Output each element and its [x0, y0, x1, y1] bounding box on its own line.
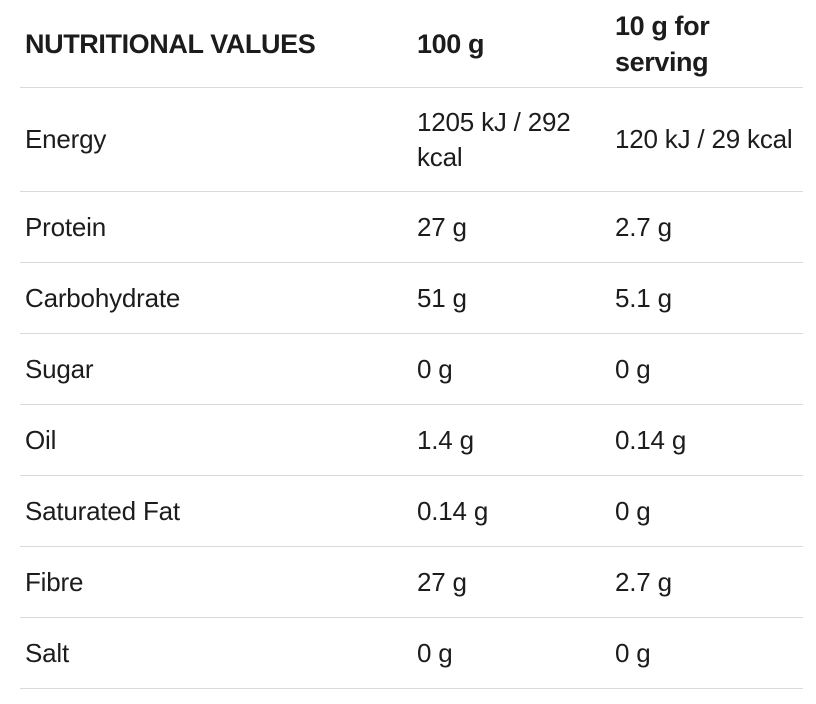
value-per-100g: 51 g	[417, 282, 467, 313]
header-per-serving: 10 g for serving	[615, 8, 803, 80]
nutrition-table: NUTRITIONAL VALUES 100 g 10 g for servin…	[20, 0, 803, 689]
value-per-serving: 5.1 g	[615, 282, 672, 313]
value-per-100g: 0 g	[417, 353, 453, 384]
table-row: Carbohydrate 51 g 5.1 g	[20, 263, 803, 334]
value-per-serving: 2.7 g	[615, 211, 672, 242]
value-per-serving: 0 g	[615, 353, 651, 384]
table-row: Protein 27 g 2.7 g	[20, 192, 803, 263]
table-row: Saturated Fat 0.14 g 0 g	[20, 476, 803, 547]
table-row: Salt 0 g 0 g	[20, 618, 803, 689]
row-label: Energy	[25, 124, 107, 154]
header-per-serving-label: 10 g for serving	[615, 10, 710, 77]
value-per-100g: 0 g	[417, 637, 453, 668]
table-header-row: NUTRITIONAL VALUES 100 g 10 g for servin…	[20, 0, 803, 88]
row-label: Sugar	[25, 353, 94, 384]
header-nutritional-values: NUTRITIONAL VALUES	[25, 28, 316, 59]
value-per-serving: 0 g	[615, 637, 651, 668]
table-row: Energy 1205 kJ / 292 kcal 120 kJ / 29 kc…	[20, 88, 803, 192]
table-row: Oil 1.4 g 0.14 g	[20, 405, 803, 476]
row-label: Oil	[25, 424, 57, 455]
value-per-serving: 120 kJ / 29 kcal	[615, 124, 793, 154]
table-row: Sugar 0 g 0 g	[20, 334, 803, 405]
value-per-serving: 0 g	[615, 495, 651, 526]
value-per-100g: 0.14 g	[417, 495, 489, 526]
value-per-serving: 2.7 g	[615, 566, 672, 597]
row-label: Salt	[25, 637, 70, 668]
value-per-100g: 27 g	[417, 211, 467, 242]
table-row: Fibre 27 g 2.7 g	[20, 547, 803, 618]
value-per-100g: 1205 kJ / 292 kcal	[417, 106, 571, 172]
value-per-100g: 27 g	[417, 566, 467, 597]
header-per-100g: 100 g	[417, 28, 485, 59]
row-label: Saturated Fat	[25, 495, 180, 526]
value-per-serving: 0.14 g	[615, 424, 687, 455]
row-label: Carbohydrate	[25, 282, 181, 313]
value-per-100g: 1.4 g	[417, 424, 474, 455]
row-label: Fibre	[25, 566, 84, 597]
row-label: Protein	[25, 211, 106, 242]
